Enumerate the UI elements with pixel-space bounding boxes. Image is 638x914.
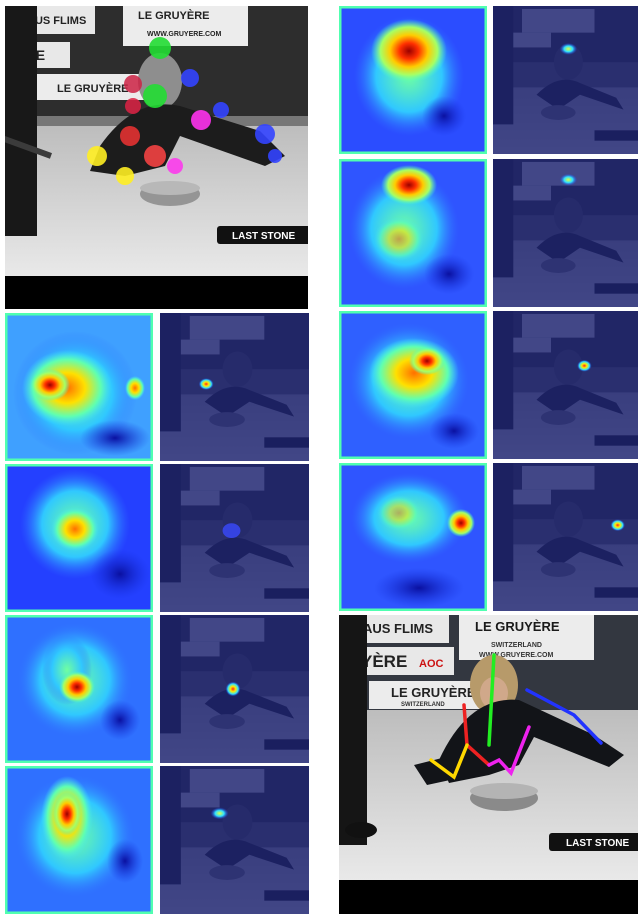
heatmap-panel-knee — [5, 615, 153, 763]
joint-heatmap-overlay-image: LE GRUYÈRE WWW.GRUYERE.COM AUS FLIMS YÈR… — [5, 6, 308, 309]
banner-web-text-2: WWW.GRUYERE.COM — [479, 652, 553, 659]
banner-web-text: WWW.GRUYERE.COM — [147, 31, 221, 38]
heatmap-panel-wrist — [339, 463, 487, 611]
heatmap-panel-hip — [5, 313, 153, 461]
overlay-panel-torso — [160, 464, 309, 612]
overlay-panel-neck — [493, 159, 638, 307]
banner-aoc-text: AOC — [419, 658, 444, 670]
overlay-panel-wrist — [493, 463, 638, 611]
banner-flims-text: AUS FLIMS — [27, 15, 86, 27]
heatmap-panel-shoulder — [339, 311, 487, 459]
overlay-panel-hip — [160, 313, 309, 461]
pose-skeleton-image: LE GRUYÈRE SWITZERLAND WWW.GRUYERE.COM A… — [339, 615, 638, 914]
heatmap-panel-head — [339, 6, 487, 154]
banner-gruyere-text-4: LE GRUYÈRE — [391, 685, 476, 700]
overlay-panel-knee — [160, 615, 309, 763]
heatmap-panel-ankle — [5, 766, 153, 914]
banner-gruyere-text: LE GRUYÈRE — [138, 9, 210, 22]
overlay-panel-shoulder — [493, 311, 638, 459]
banner-switzerland-text: SWITZERLAND — [491, 642, 542, 649]
banner-gruyere-text-2: LE GRUYÈRE — [57, 82, 129, 95]
banner-yere-text-2: YÈRE — [361, 652, 407, 671]
overlay-panel-head — [493, 6, 638, 154]
banner-flims-text-2: AUS FLIMS — [363, 621, 433, 636]
overlay-panel-ankle — [160, 766, 309, 914]
heatmap-panel-neck — [339, 159, 487, 307]
banner-switzerland-text-2: SWITZERLAND — [401, 702, 445, 708]
banner-gruyere-text-3: LE GRUYÈRE — [475, 619, 560, 634]
last-stone-caption: LAST STONE — [232, 231, 295, 242]
heatmap-panel-torso — [5, 464, 153, 612]
last-stone-caption-2: LAST STONE — [566, 838, 629, 849]
